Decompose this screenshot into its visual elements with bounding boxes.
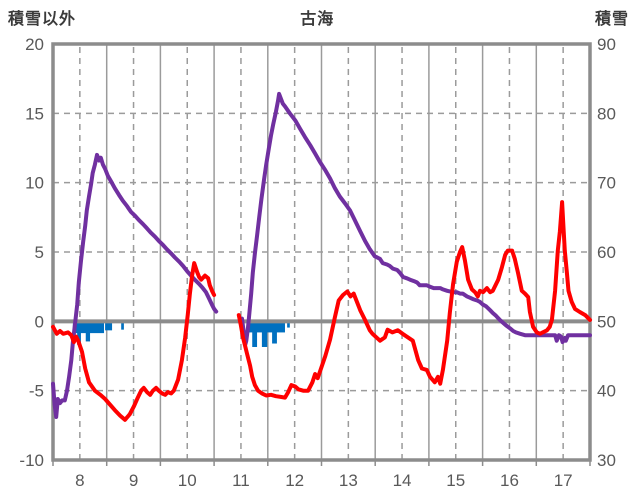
precip-bar bbox=[287, 321, 290, 328]
y-axis-right-label: 60 bbox=[597, 243, 616, 262]
y-axis-left-label: 20 bbox=[25, 35, 44, 54]
precip-bar bbox=[261, 321, 268, 347]
y-axis-right-label: 90 bbox=[597, 35, 616, 54]
precip-bar bbox=[85, 321, 91, 342]
x-axis-label: 14 bbox=[393, 471, 412, 490]
x-axis-label: 12 bbox=[285, 471, 304, 490]
plot-frame bbox=[51, 42, 592, 462]
y-axis-right-label: 70 bbox=[597, 174, 616, 193]
y-axis-left-label: 15 bbox=[25, 104, 44, 123]
precip-bar bbox=[272, 321, 277, 344]
y-axis-left-label: 10 bbox=[25, 174, 44, 193]
x-axis-label: 15 bbox=[446, 471, 465, 490]
precip-bar bbox=[105, 321, 113, 331]
y-axis-right-label: 80 bbox=[597, 104, 616, 123]
chart-title: 古海 bbox=[300, 11, 335, 28]
x-axis-label: 17 bbox=[554, 471, 573, 490]
right-axis-title: 積雪 bbox=[594, 11, 629, 28]
y-axis-left-label: -5 bbox=[29, 382, 44, 401]
temperature-line bbox=[236, 200, 592, 400]
precip-bar bbox=[77, 321, 81, 345]
x-axis-label: 9 bbox=[129, 471, 138, 490]
y-axis-right-label: 50 bbox=[597, 312, 616, 331]
x-axis-label: 10 bbox=[178, 471, 197, 490]
x-axis-label: 8 bbox=[75, 471, 84, 490]
left-axis-title: 積雪以外 bbox=[8, 11, 77, 28]
snow-depth-line bbox=[240, 91, 592, 347]
y-axis-left-label: -10 bbox=[19, 451, 44, 470]
y-axis-left-label: 5 bbox=[35, 243, 44, 262]
snow-depth-line bbox=[51, 152, 219, 419]
precip-bar bbox=[121, 321, 124, 330]
y-axis-left-label: 0 bbox=[35, 312, 44, 331]
y-axis-right-label: 40 bbox=[597, 382, 616, 401]
x-axis-label: 16 bbox=[500, 471, 519, 490]
temperature-line bbox=[51, 261, 217, 422]
precip-bar bbox=[252, 321, 258, 347]
y-axis-right-label: 30 bbox=[597, 451, 616, 470]
x-axis-label: 11 bbox=[232, 471, 250, 490]
x-axis-label: 13 bbox=[339, 471, 358, 490]
